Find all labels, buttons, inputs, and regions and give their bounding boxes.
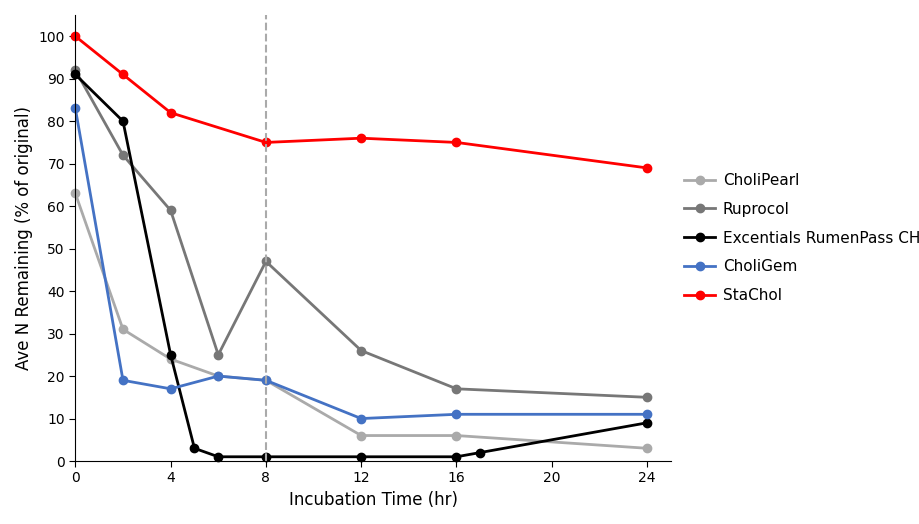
Excentials RumenPass CH <box>260 454 271 460</box>
StaChol <box>165 110 176 116</box>
StaChol <box>641 165 652 171</box>
StaChol <box>451 139 462 146</box>
Ruprocol <box>165 208 176 214</box>
Line: StaChol: StaChol <box>71 32 652 172</box>
X-axis label: Incubation Time (hr): Incubation Time (hr) <box>289 491 458 509</box>
Ruprocol <box>641 394 652 400</box>
Line: CholiPearl: CholiPearl <box>71 189 652 452</box>
Ruprocol <box>356 347 367 354</box>
Ruprocol <box>70 67 81 73</box>
CholiPearl <box>70 190 81 196</box>
StaChol <box>356 135 367 141</box>
Excentials RumenPass CH <box>451 454 462 460</box>
Excentials RumenPass CH <box>356 454 367 460</box>
Ruprocol <box>260 258 271 265</box>
CholiGem <box>213 373 224 379</box>
Ruprocol <box>213 352 224 358</box>
Ruprocol <box>451 386 462 392</box>
CholiGem <box>70 105 81 112</box>
Excentials RumenPass CH <box>70 71 81 78</box>
CholiGem <box>356 416 367 422</box>
CholiPearl <box>641 445 652 452</box>
Legend: CholiPearl, Ruprocol, Excentials RumenPass CH, CholiGem, StaChol: CholiPearl, Ruprocol, Excentials RumenPa… <box>685 173 919 303</box>
Excentials RumenPass CH <box>189 445 200 452</box>
CholiPearl <box>451 432 462 439</box>
CholiPearl <box>213 373 224 379</box>
Line: Ruprocol: Ruprocol <box>71 66 652 401</box>
Line: Excentials RumenPass CH: Excentials RumenPass CH <box>71 70 652 461</box>
Excentials RumenPass CH <box>475 450 486 456</box>
Ruprocol <box>118 152 129 158</box>
CholiPearl <box>118 326 129 333</box>
Y-axis label: Ave N Remaining (% of original): Ave N Remaining (% of original) <box>15 106 33 370</box>
Excentials RumenPass CH <box>213 454 224 460</box>
CholiGem <box>451 411 462 418</box>
StaChol <box>70 33 81 39</box>
Excentials RumenPass CH <box>118 118 129 124</box>
CholiGem <box>641 411 652 418</box>
Excentials RumenPass CH <box>641 420 652 426</box>
CholiGem <box>260 377 271 384</box>
CholiPearl <box>165 356 176 362</box>
CholiPearl <box>260 377 271 384</box>
CholiPearl <box>356 432 367 439</box>
StaChol <box>118 71 129 78</box>
CholiGem <box>118 377 129 384</box>
Line: CholiGem: CholiGem <box>71 104 652 423</box>
CholiGem <box>165 386 176 392</box>
StaChol <box>260 139 271 146</box>
Excentials RumenPass CH <box>165 352 176 358</box>
